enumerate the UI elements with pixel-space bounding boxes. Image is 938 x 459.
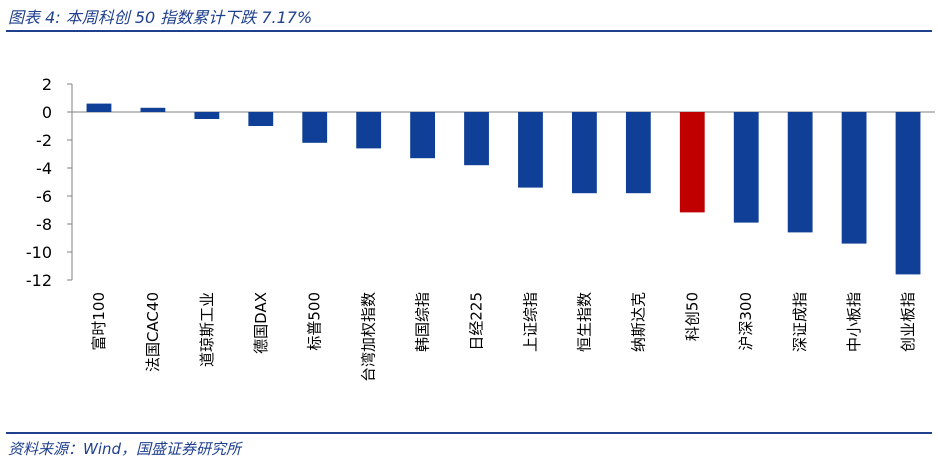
bar (733, 112, 759, 223)
category-label: 沪深300 (737, 292, 755, 351)
bar (86, 103, 112, 112)
bar (140, 107, 166, 112)
category-label: 创业板指 (899, 292, 917, 352)
y-tick-label: 2 (42, 75, 52, 94)
y-tick-label: -4 (36, 159, 52, 178)
bar (356, 112, 382, 149)
category-label: 科创50 (683, 292, 701, 341)
category-label: 深证成指 (791, 292, 809, 352)
bar (679, 112, 705, 213)
category-label: 台湾加权指数 (360, 292, 378, 382)
bar (572, 112, 597, 194)
bar (194, 112, 220, 119)
bottom-rule (6, 432, 932, 434)
category-label: 道琼斯工业 (198, 292, 216, 367)
bar (841, 112, 867, 244)
category-label: 上证综指 (521, 292, 539, 352)
category-label: 恒生指数 (575, 292, 593, 352)
y-tick-label: -2 (36, 131, 52, 150)
y-tick-label: 0 (42, 103, 52, 122)
category-label: 法国CAC40 (144, 292, 162, 372)
category-label: 日经225 (468, 292, 486, 351)
y-tick-label: -8 (36, 215, 52, 234)
category-label: 富时100 (90, 292, 108, 351)
bar (625, 112, 651, 194)
figure-title: 图表 4: 本周科创 50 指数累计下跌 7.17% (8, 8, 313, 27)
bar (895, 112, 921, 275)
bar (248, 112, 274, 126)
bar (302, 112, 328, 143)
bar (410, 112, 435, 159)
bar (787, 112, 813, 233)
bar (518, 112, 543, 188)
bar-chart: 2 0 -2 -4 -6 -8 -10 -12 富时100 法国CAC40 道琼斯工业 德国DAX 标普… (26, 75, 935, 382)
category-label: 标普500 (306, 292, 324, 351)
y-tick-label: -10 (26, 243, 52, 262)
category-label: 中小板指 (845, 292, 863, 352)
top-rule (6, 30, 932, 32)
category-label: 纳斯达克 (629, 292, 647, 352)
source-note: 资料来源：Wind，国盛证券研究所 (8, 440, 242, 458)
category-label: 韩国综指 (414, 292, 432, 352)
category-label: 德国DAX (252, 292, 270, 354)
y-tick-label: -6 (36, 187, 52, 206)
y-tick-label: -12 (26, 271, 52, 290)
bar (464, 112, 489, 166)
